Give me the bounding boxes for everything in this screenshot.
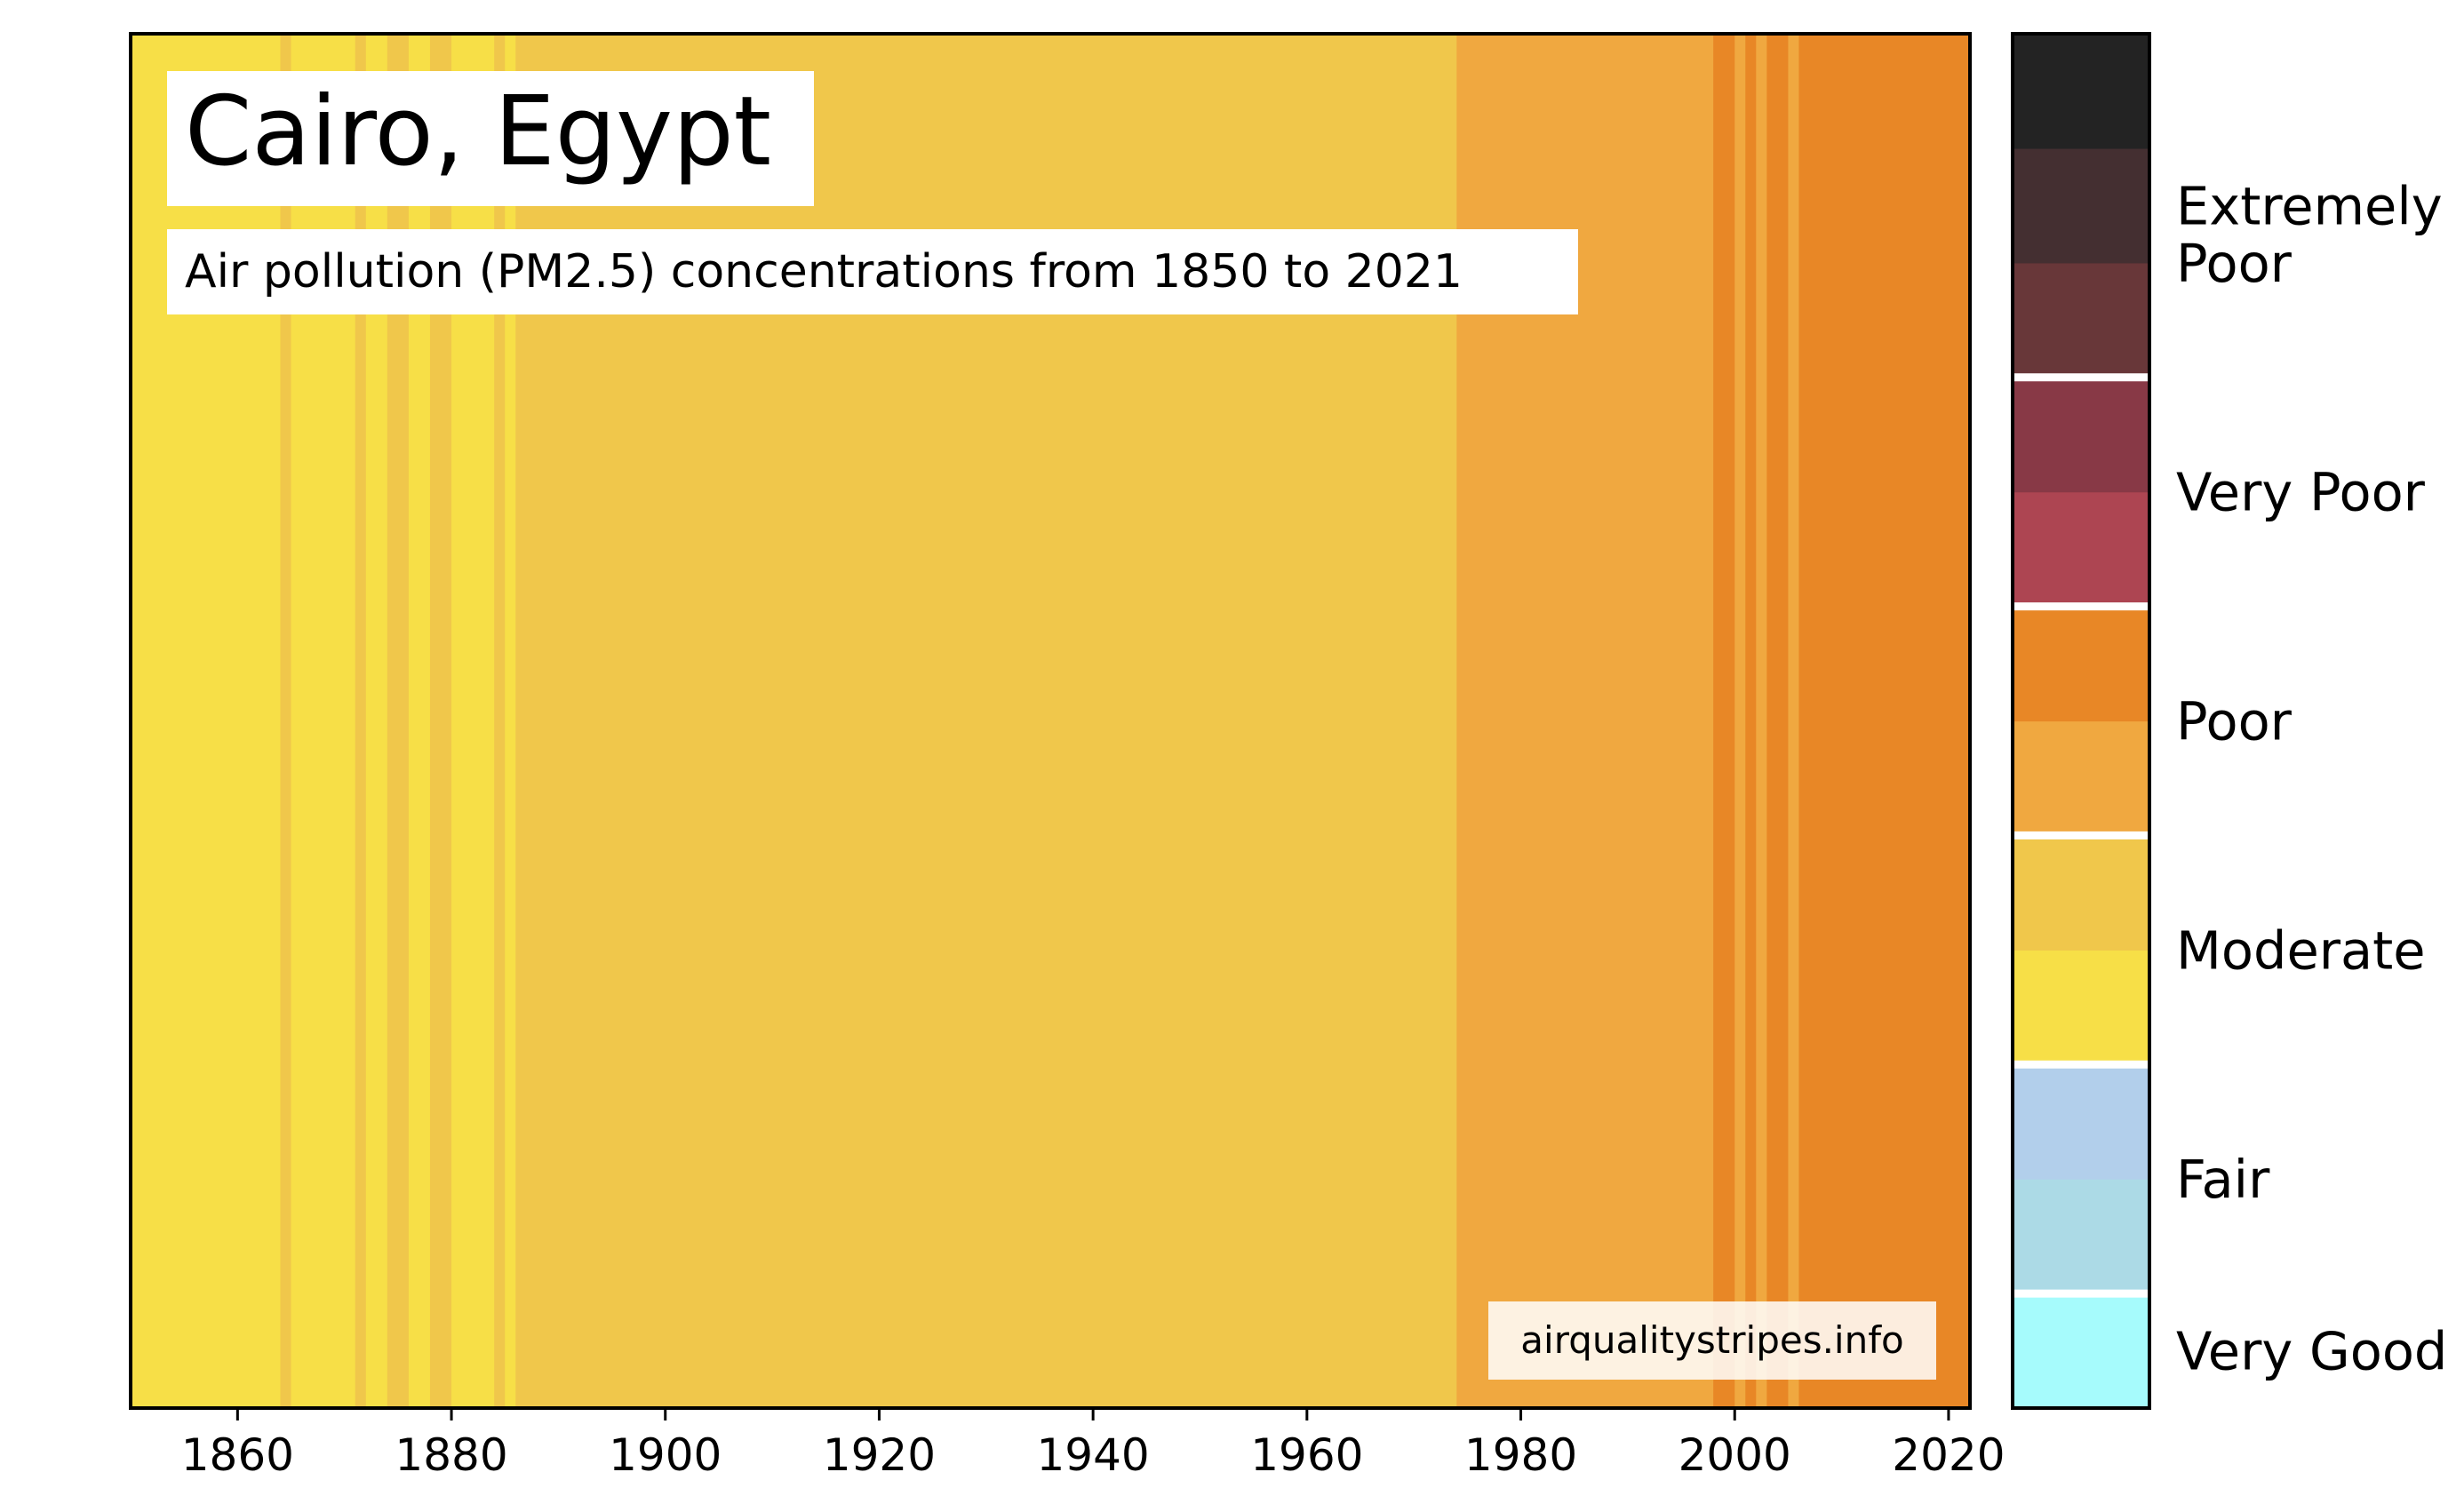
legend-swatch-3 [2013,950,2149,1065]
stripe-1998 [1713,34,1735,1408]
legend-swatch-0 [2013,1293,2149,1409]
legend-swatch-1 [2013,1179,2149,1294]
credit-text: airqualitystripes.info [1520,1318,1903,1362]
x-tick-label-1860: 1860 [181,1429,294,1481]
air-quality-legend: Very Good Fair Moderate Poor Very Poor Extrem… [2013,34,2447,1409]
legend-label-2: Moderate [2176,919,2426,981]
x-tick-label-1960: 1960 [1250,1429,1363,1481]
stripe-2006 [1798,34,1971,1408]
x-tick-label-1980: 1980 [1464,1429,1577,1481]
title-box [167,71,814,206]
legend-swatch-7 [2013,491,2149,608]
legend-label-4: Very Poor [2176,462,2426,523]
x-tick-label-2000: 2000 [1679,1429,1791,1481]
legend-label-3: Poor [2176,691,2293,752]
stripe-2003 [1766,34,1790,1408]
legend-swatch-4 [2013,835,2149,951]
chart-title: Cairo, Egypt [185,76,771,187]
subtitle-box [167,229,1578,314]
legend-swatch-6 [2013,606,2149,722]
stripe-1871 [355,34,367,1408]
legend-label-1: Fair [2176,1149,2270,1210]
stripe-2002 [1756,34,1767,1408]
chart-subtitle: Air pollution (PM2.5) concentrations fro… [185,245,1463,298]
x-tick-label-2020: 2020 [1892,1429,2005,1481]
legend-swatch-10 [2013,147,2149,264]
plot-frame [129,32,1972,1410]
stripe-2000 [1734,34,1746,1408]
legend-frame [2011,32,2151,1410]
x-tick-label-1920: 1920 [823,1429,936,1481]
legend-swatch-2 [2013,1064,2149,1180]
legend-label-6: Poor [2176,233,2293,294]
x-tick-label-1940: 1940 [1037,1429,1150,1481]
credit-box [1488,1301,1936,1380]
legend-label-5: Extremely [2176,175,2443,236]
legend-swatch-11 [2013,34,2149,149]
legend-swatch-9 [2013,262,2149,378]
stripe-1864 [280,34,292,1408]
x-tick-label-1880: 1880 [395,1429,507,1481]
legend-swatch-8 [2013,377,2149,493]
x-tick-label-1900: 1900 [609,1429,722,1481]
x-axis: 1860 1880 1900 1920 1940 1960 1980 2000 2020 [181,1408,2005,1481]
stripe-1885 [505,34,516,1408]
legend-swatch-5 [2013,720,2149,837]
legend-label-0: Very Good [2176,1321,2447,1382]
stripe-2001 [1745,34,1757,1408]
stripe-1884 [494,34,506,1408]
stripe-2005 [1788,34,1800,1408]
